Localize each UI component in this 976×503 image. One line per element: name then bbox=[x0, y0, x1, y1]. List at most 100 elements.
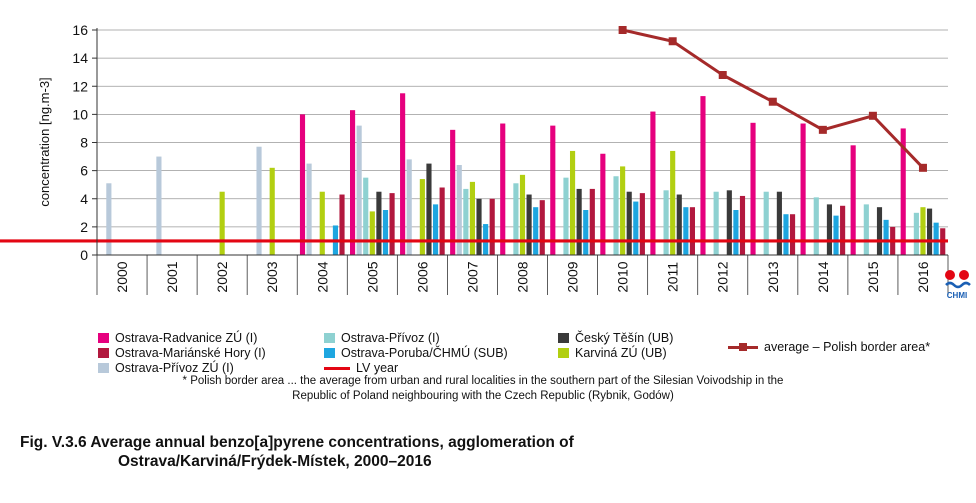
legend-item-marianske-hory: Ostrava-Mariánské Hory (I) bbox=[98, 346, 266, 360]
bar bbox=[626, 191, 632, 255]
legend-label: LV year bbox=[356, 361, 399, 375]
bars bbox=[106, 93, 946, 255]
chart: 0 2 4 6 8 10 12 14 16 2000 2001 2002 2003 2004 2005 200… bbox=[0, 22, 949, 295]
bar bbox=[356, 125, 362, 255]
legend-label: Ostrava-Přívoz (I) bbox=[341, 331, 440, 345]
bar bbox=[389, 193, 395, 255]
bar bbox=[432, 204, 439, 255]
x-tick-label: 2010 bbox=[615, 261, 631, 292]
bar bbox=[620, 166, 626, 255]
bar bbox=[439, 187, 445, 255]
x-tick-label: 2016 bbox=[915, 261, 931, 292]
bar bbox=[663, 190, 669, 255]
footnote-line-2: Republic of Poland neighbouring with the… bbox=[292, 390, 674, 402]
legend-label: average – Polish border area* bbox=[764, 340, 931, 354]
chmi-logo: CHMI bbox=[945, 270, 971, 300]
y-tick-label: 8 bbox=[80, 135, 88, 151]
legend-label: Ostrava-Poruba/ČHMÚ (SUB) bbox=[341, 346, 508, 360]
y-tick-label: 6 bbox=[80, 163, 88, 179]
bar bbox=[299, 114, 306, 255]
axes: 0 2 4 6 8 10 12 14 16 2000 2001 2002 2003 2004 2005 200… bbox=[72, 22, 948, 293]
average-point bbox=[618, 26, 627, 34]
bar bbox=[519, 174, 526, 255]
bar bbox=[713, 191, 719, 255]
average-point bbox=[868, 111, 877, 120]
bar bbox=[489, 198, 495, 255]
bar bbox=[726, 190, 732, 255]
legend-swatch bbox=[324, 333, 335, 343]
bar bbox=[933, 222, 939, 255]
bar bbox=[500, 123, 506, 255]
bar bbox=[583, 210, 589, 255]
legend: Ostrava-Radvanice ZÚ (I) Ostrava-Mariáns… bbox=[98, 331, 958, 391]
bar bbox=[913, 212, 919, 255]
x-tick-label: 2012 bbox=[715, 261, 731, 292]
bar bbox=[900, 128, 906, 255]
bar bbox=[676, 194, 682, 255]
bar bbox=[319, 191, 325, 255]
bar bbox=[689, 207, 696, 255]
legend-swatch bbox=[558, 348, 569, 358]
legend-label: Karviná ZÚ (UB) bbox=[575, 346, 667, 360]
legend-label: Ostrava-Přívoz ZÚ (I) bbox=[115, 361, 234, 375]
x-tick-label: 2004 bbox=[314, 261, 330, 292]
footnote: * Polish border area ... the average fro… bbox=[88, 374, 878, 404]
x-tick-label: 2005 bbox=[364, 261, 380, 292]
bar bbox=[576, 188, 582, 255]
legend-swatch bbox=[98, 363, 109, 373]
bar bbox=[369, 211, 375, 255]
x-tick-label: 2014 bbox=[815, 261, 831, 292]
legend-label: Ostrava-Radvanice ZÚ (I) bbox=[115, 331, 258, 345]
x-tick-label: 2003 bbox=[264, 261, 280, 292]
x-tick-label: 2000 bbox=[114, 261, 130, 292]
legend-item-privoz: Ostrava-Přívoz (I) bbox=[324, 331, 440, 345]
y-tick-label: 12 bbox=[72, 78, 88, 94]
legend-item-average: average – Polish border area* bbox=[728, 340, 930, 354]
x-tick-label: 2002 bbox=[214, 261, 230, 292]
bar bbox=[382, 210, 389, 255]
bar bbox=[840, 205, 846, 255]
bar bbox=[463, 188, 469, 255]
legend-swatch bbox=[98, 348, 109, 358]
average-point bbox=[718, 71, 727, 79]
bar bbox=[883, 219, 889, 255]
bar bbox=[419, 179, 425, 255]
bar bbox=[513, 183, 519, 255]
y-tick-label: 2 bbox=[80, 219, 88, 235]
bar bbox=[533, 207, 539, 255]
logo-wave bbox=[945, 281, 971, 289]
figure-title-line-2: Ostrava/Karviná/Frýdek-Místek, 2000–2016 bbox=[118, 453, 432, 470]
logo-dot-right bbox=[959, 270, 969, 280]
average-point bbox=[668, 37, 677, 46]
bar bbox=[826, 204, 833, 255]
footnote-line-1: * Polish border area ... the average fro… bbox=[182, 375, 784, 387]
bar bbox=[813, 197, 819, 255]
bar bbox=[639, 193, 645, 255]
bar bbox=[469, 181, 476, 255]
bar bbox=[563, 177, 569, 255]
bar bbox=[739, 195, 746, 255]
bar bbox=[776, 191, 782, 255]
legend-label: Ostrava-Mariánské Hory (I) bbox=[115, 346, 266, 360]
x-tick-label: 2006 bbox=[414, 261, 430, 292]
bar bbox=[683, 207, 689, 255]
legend-item-cesky-tesin: Český Těšín (UB) bbox=[558, 331, 673, 345]
average-point bbox=[818, 125, 827, 134]
bar bbox=[750, 122, 756, 255]
bar bbox=[613, 176, 619, 255]
legend-line-marker bbox=[728, 341, 758, 353]
bar bbox=[306, 163, 312, 255]
logo-text: CHMI bbox=[947, 291, 967, 300]
y-tick-label: 14 bbox=[72, 50, 88, 66]
x-tick-label: 2015 bbox=[865, 261, 881, 292]
legend-item-poruba: Ostrava-Poruba/ČHMÚ (SUB) bbox=[324, 346, 508, 360]
x-tick-label: 2011 bbox=[665, 262, 681, 292]
bar bbox=[406, 159, 412, 255]
bar bbox=[106, 183, 112, 255]
bar bbox=[600, 153, 606, 255]
grid-lines bbox=[96, 29, 949, 295]
legend-swatch bbox=[324, 348, 335, 358]
bar bbox=[789, 214, 796, 255]
bar bbox=[450, 129, 456, 255]
bar bbox=[526, 194, 532, 255]
